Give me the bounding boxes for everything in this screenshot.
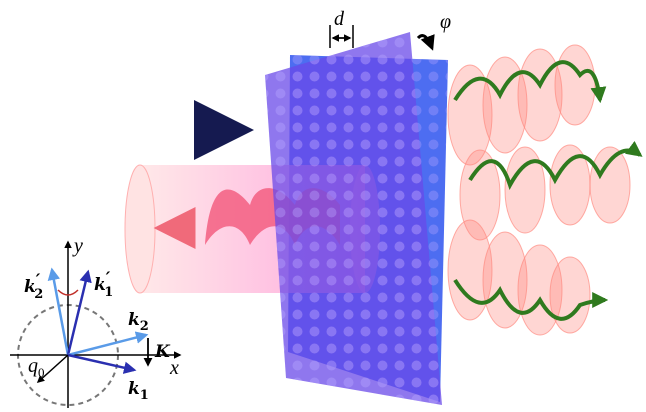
- outgoing-beams: [448, 45, 630, 335]
- K-label: K: [154, 342, 171, 362]
- y-axis-label: y: [72, 235, 83, 257]
- label-base: k: [128, 379, 140, 399]
- k2-label: k2: [128, 310, 149, 334]
- diagram: d φ x y k′2 k′1 k2 K k1 q0: [0, 0, 646, 412]
- label-sub: 1: [140, 388, 149, 403]
- rotation-arrow: [418, 36, 432, 48]
- k2-prime-label: k′2: [24, 271, 43, 302]
- label-base: k: [128, 310, 140, 330]
- label-sub: 2: [140, 319, 149, 334]
- label-sub: 2: [34, 287, 43, 302]
- q0-label: q0: [28, 355, 45, 380]
- label-sub: 1: [104, 285, 113, 300]
- angle-label: φ: [440, 11, 451, 33]
- page: d φ x y k′2 k′1 k2 K k1 q0 (() => { cons…: [0, 0, 646, 412]
- period-label: d: [334, 8, 345, 30]
- k1-label: k1: [128, 379, 149, 403]
- k1-prime-label: k′1: [94, 269, 113, 300]
- label-sub: 0: [38, 365, 45, 380]
- x-axis-label: x: [169, 357, 179, 379]
- label-base: q: [28, 355, 38, 377]
